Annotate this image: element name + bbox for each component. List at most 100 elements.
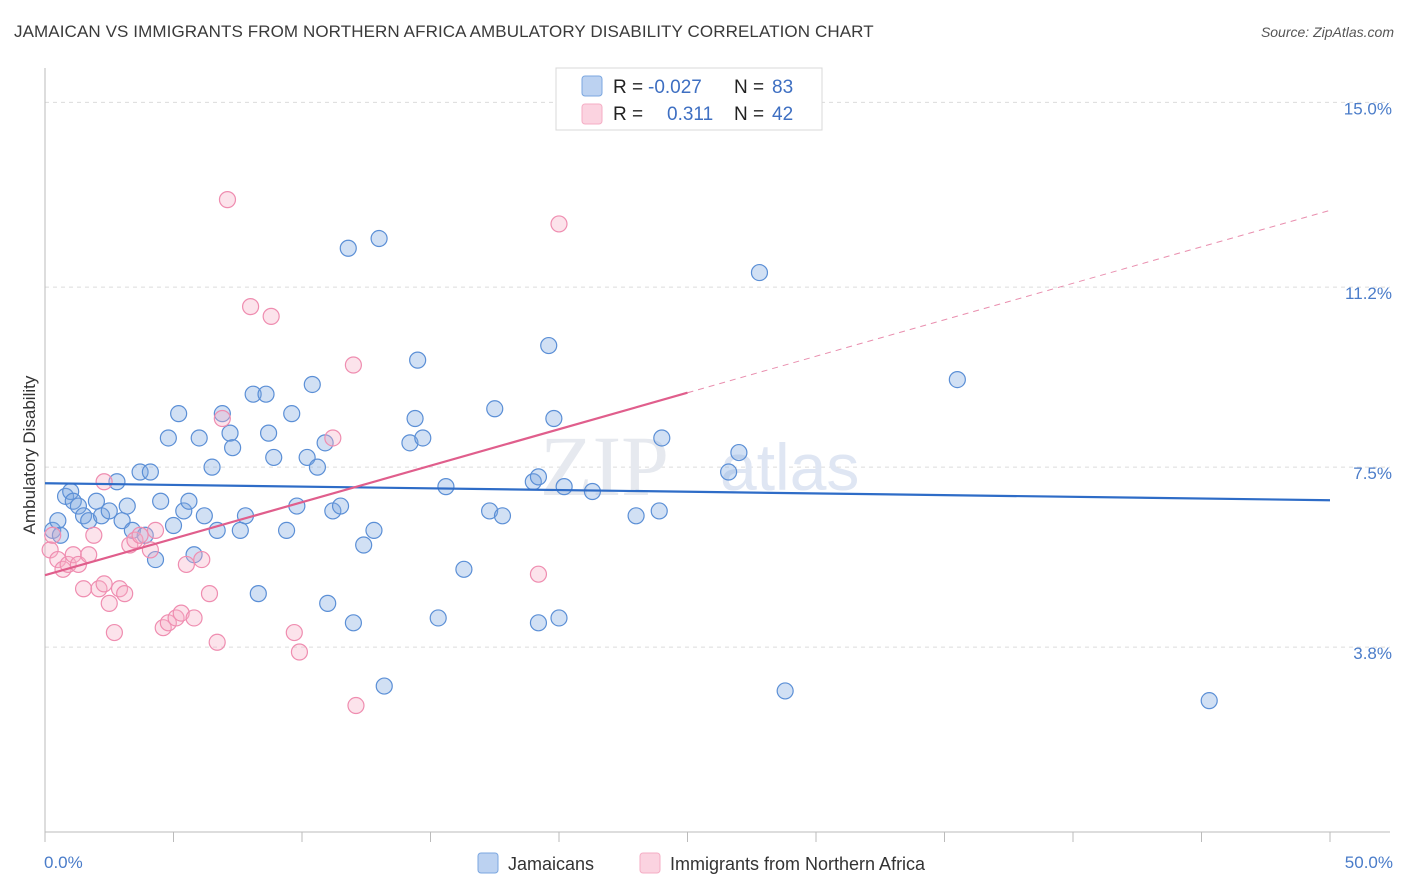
jamaicans-point-14 (118, 497, 136, 515)
jamaicans-point-68 (529, 468, 548, 486)
x-tick-labels: 0.0% 50.0% (44, 853, 1393, 872)
stats-legend: R = -0.027 N = 83 R = 0.311 N = 42 (555, 67, 823, 131)
jamaicans-point-66 (493, 507, 512, 525)
immigrants-point-26 (185, 609, 203, 627)
gridlines (45, 101, 1390, 648)
legend-jamaicans-swatch (477, 852, 499, 874)
immigrants-point-20 (146, 521, 165, 540)
jamaicans-point-5 (64, 492, 82, 510)
legend-immigrants-swatch (639, 852, 661, 874)
immigrants-point-9 (85, 526, 103, 544)
immigrants-point-40 (550, 215, 568, 233)
jamaicans-point-61 (429, 609, 447, 627)
jamaicans-point-33 (224, 439, 242, 457)
jamaicans-point-73 (555, 478, 573, 496)
watermark-zip: ZIP (540, 418, 669, 514)
legend-n-label-2: N = (734, 104, 764, 125)
jamaicans-point-79 (730, 443, 748, 462)
jamaicans-point-11 (100, 502, 118, 520)
jamaicans-point-25 (180, 492, 198, 510)
legend-r-value-1: -0.027 (648, 77, 702, 98)
immigrants-point-41 (95, 473, 113, 491)
jamaicans-point-48 (319, 594, 337, 612)
y-tick-label-3: 15.0% (1344, 99, 1392, 118)
x-tick-label-max: 50.0% (1345, 853, 1393, 872)
immigrants-point-10 (90, 580, 108, 598)
legend-n-value-1: 83 (772, 77, 793, 98)
immigrants-point-32 (242, 298, 260, 316)
immigrants-point-35 (290, 643, 309, 661)
jamaicans-point-54 (365, 521, 383, 540)
jamaicans-point-36 (244, 385, 262, 403)
jamaicans-point-57 (401, 434, 419, 452)
legend-n-label-1: N = (734, 77, 764, 98)
jamaicans-point-28 (195, 507, 213, 525)
y-tick-label-1: 7.5% (1353, 464, 1392, 483)
immigrants-point-33 (262, 307, 280, 325)
jamaicans-point-56 (375, 677, 393, 695)
jamaicans-point-6 (69, 497, 88, 515)
immigrants-point-34 (285, 623, 303, 642)
jamaicans-point-40 (265, 448, 283, 467)
jamaicans-point-38 (257, 385, 275, 403)
immigrants-point-39 (529, 565, 548, 583)
immigrants-swatch (581, 103, 603, 125)
jamaicans-point-37 (249, 585, 267, 603)
immigrants-point-28 (200, 585, 219, 603)
y-tick-label-0: 3.8% (1353, 644, 1392, 663)
jamaicans-point-41 (277, 521, 296, 540)
jamaicans-point-75 (627, 507, 645, 525)
immigrants-point-31 (218, 191, 237, 209)
jamaicans-point-46 (308, 458, 327, 476)
jamaicans-point-63 (455, 560, 473, 578)
trend-lines (44, 209, 1331, 577)
jamaicans-point-32 (221, 424, 239, 442)
data-points (41, 191, 1218, 715)
legend-n-value-2: 42 (772, 104, 793, 125)
y-tick-label-2: 11.2% (1345, 284, 1392, 303)
jamaicans-point-51 (339, 239, 357, 257)
jamaicans-point-70 (540, 336, 558, 355)
immigrants-point-1 (44, 526, 62, 544)
jamaicans-point-72 (550, 609, 568, 627)
immigrants-point-7 (74, 580, 93, 598)
x-tick-label-min: 0.0% (44, 853, 83, 872)
immigrants-point-27 (193, 550, 211, 569)
source-credit: Source: ZipAtlas.com (1260, 24, 1394, 40)
jamaicans-point-7 (74, 507, 93, 525)
immigrants-point-11 (95, 575, 113, 593)
jamaicans-point-71 (545, 409, 563, 428)
series-legend: Jamaicans Immigrants from Northern Afric… (477, 852, 926, 874)
jamaicans-point-29 (203, 458, 221, 476)
jamaicans-point-78 (720, 463, 738, 481)
immigrants-point-25 (177, 555, 195, 574)
jamaicans-point-19 (146, 550, 165, 569)
jamaicans-point-76 (650, 502, 668, 520)
jamaicans-point-59 (409, 351, 427, 369)
jamaicans-point-34 (231, 521, 249, 540)
jamaicans-point-60 (414, 429, 432, 447)
immigrants-trend-line (44, 391, 688, 577)
immigrants-point-38 (347, 696, 365, 715)
legend-r-value-2: 0.311 (667, 104, 713, 125)
jamaicans-trend-line (44, 482, 1331, 502)
immigrants-point-36 (324, 429, 342, 447)
jamaicans-point-21 (159, 429, 177, 447)
jamaicans-point-55 (370, 229, 388, 248)
legend-r-label-1: R = (613, 77, 643, 98)
immigrants-point-17 (126, 531, 144, 549)
jamaicans-point-64 (481, 502, 499, 520)
jamaicans-point-31 (213, 405, 231, 423)
chart-title: JAMAICAN VS IMMIGRANTS FROM NORTHERN AFR… (14, 22, 874, 41)
jamaicans-point-81 (776, 682, 794, 700)
immigrants-point-14 (110, 580, 129, 598)
jamaicans-point-24 (175, 502, 193, 520)
jamaicans-point-83 (1200, 692, 1218, 710)
jamaicans-point-53 (355, 536, 373, 554)
jamaicans-point-22 (164, 516, 183, 535)
jamaicans-point-42 (283, 405, 301, 423)
legend-r-label-2: R = (613, 104, 643, 125)
immigrants-point-37 (344, 356, 362, 374)
immigrants-point-21 (154, 619, 172, 637)
jamaicans-point-52 (344, 614, 362, 632)
